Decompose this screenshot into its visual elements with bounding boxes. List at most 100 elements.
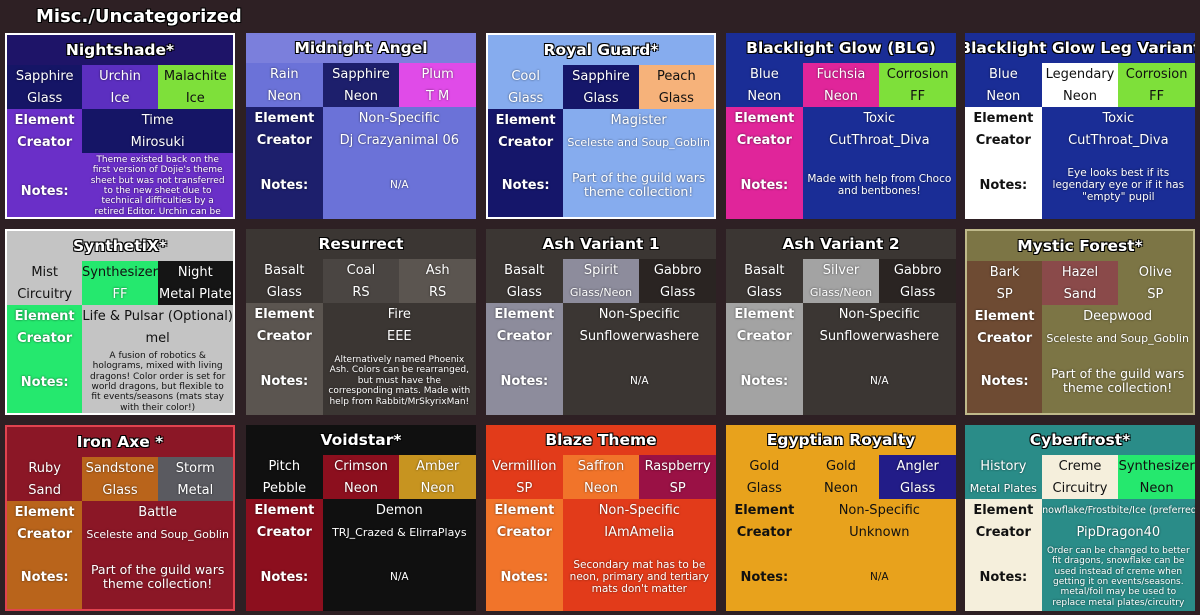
- creator-label: Creator: [246, 521, 323, 543]
- material-swatch: Neon: [726, 85, 803, 107]
- color-row: Glass RS RS: [246, 281, 476, 303]
- color-swatch: Gabbro: [879, 259, 956, 281]
- notes-row: Notes: Part of the guild wars theme colle…: [488, 153, 714, 217]
- color-row: SP Neon SP: [486, 477, 716, 499]
- theme-card-synthetix: SynthetiX* Mist Synthesizer Night Circuitry F…: [5, 229, 235, 415]
- creator-label: Creator: [726, 521, 803, 543]
- creator-label: Creator: [7, 131, 83, 153]
- creator-value: CutThroat_Diva: [1041, 129, 1195, 151]
- creator-row: Creator CutThroat_Diva: [726, 129, 956, 151]
- material-swatch: SP: [1117, 283, 1193, 305]
- material-swatch: Neon: [802, 85, 880, 107]
- color-row: Neon Neon FF: [726, 85, 956, 107]
- notes-row: Notes: N/A: [726, 543, 956, 611]
- notes-text: Part of the guild wars theme collection!: [1042, 349, 1193, 413]
- material-swatch: RS: [399, 281, 476, 303]
- element-value: Time: [82, 109, 233, 131]
- notes-label: Notes:: [246, 347, 323, 415]
- element-row: Element Life & Pulsar (Optional): [7, 305, 233, 327]
- color-swatch: Bark: [967, 261, 1043, 283]
- material-swatch: FF: [879, 85, 956, 107]
- notes-label: Notes:: [7, 349, 83, 413]
- color-row: Pebble Neon Neon: [246, 477, 476, 499]
- element-value: Life & Pulsar (Optional): [82, 305, 233, 327]
- creator-row: Creator Unknown: [726, 521, 956, 543]
- notes-label: Notes:: [486, 347, 563, 415]
- element-row: Element Deepwood: [967, 305, 1193, 327]
- element-value: Toxic: [802, 107, 956, 129]
- element-label: Element: [7, 305, 83, 327]
- color-swatch: Blue: [726, 63, 803, 85]
- color-row: Bark Hazel Olive: [967, 261, 1193, 283]
- creator-value: Mirosuki: [82, 131, 233, 153]
- material-swatch: Glass: [82, 479, 158, 501]
- theme-card-blacklight-glow-leg-variant: Blacklight Glow Leg Variant Blue Legendary…: [965, 33, 1195, 219]
- color-swatch: Crimson: [322, 455, 400, 477]
- element-row: Element Battle: [7, 501, 233, 523]
- creator-row: Creator Sunflowerwashere: [486, 325, 716, 347]
- color-swatch: Storm: [157, 457, 233, 479]
- material-swatch: Glass: [726, 281, 803, 303]
- element-label: Element: [246, 303, 323, 325]
- color-swatch: Cool: [488, 65, 564, 87]
- notes-label: Notes:: [726, 543, 803, 611]
- element-row: Element Non-Specific: [726, 499, 956, 521]
- material-swatch: Metal Plate: [157, 283, 233, 305]
- color-swatch: Raspberry: [639, 455, 716, 477]
- element-value: Non-Specific: [562, 499, 716, 521]
- color-swatch: Basalt: [726, 259, 803, 281]
- notes-label: Notes:: [7, 153, 83, 217]
- color-row: Blue Fuchsia Corrosion: [726, 63, 956, 85]
- color-swatch: Spirit: [562, 259, 640, 281]
- color-swatch: Saffron: [562, 455, 640, 477]
- color-row: Glass Ice Ice: [7, 87, 233, 109]
- creator-value: TRJ_Crazed & ElirraPlays: [322, 521, 476, 543]
- material-swatch: Glass/Neon: [802, 281, 880, 303]
- material-swatch: Neon: [322, 85, 400, 107]
- color-swatch: Vermillion: [486, 455, 563, 477]
- theme-card-voidstar: Voidstar* Pitch Crimson Amber Pebble Neon Neon…: [246, 425, 476, 611]
- element-label: Element: [486, 499, 563, 521]
- creator-value: Unknown: [802, 521, 956, 543]
- material-swatch: Neon: [562, 477, 640, 499]
- color-swatch: Silver: [802, 259, 880, 281]
- material-swatch: Neon: [802, 477, 880, 499]
- notes-text: N/A: [322, 151, 476, 219]
- theme-title: Cyberfrost*: [965, 425, 1195, 455]
- theme-title: Egyptian Royalty: [726, 425, 956, 455]
- color-swatch: Basalt: [246, 259, 323, 281]
- element-label: Element: [726, 303, 803, 325]
- color-swatch: Rain: [246, 63, 323, 85]
- notes-row: Notes: N/A: [486, 347, 716, 415]
- theme-card-blaze-theme: Blaze Theme Vermillion Saffron Raspberry SP N…: [486, 425, 716, 611]
- theme-title: Blacklight Glow Leg Variant: [965, 33, 1195, 63]
- creator-value: PipDragon40: [1041, 521, 1195, 543]
- material-swatch: Metal: [157, 479, 233, 501]
- notes-label: Notes:: [965, 543, 1042, 611]
- color-swatch: Pitch: [246, 455, 323, 477]
- color-swatch: Night: [157, 261, 233, 283]
- color-swatch: Sapphire: [7, 65, 83, 87]
- material-swatch: Sand: [7, 479, 83, 501]
- color-row: Glass Glass/Neon Glass: [486, 281, 716, 303]
- element-row: Element Toxic: [965, 107, 1195, 129]
- creator-row: Creator Dj Crazyanimal 06: [246, 129, 476, 151]
- color-swatch: Sandstone: [82, 457, 158, 479]
- notes-label: Notes:: [726, 151, 803, 219]
- color-swatch: Mist: [7, 261, 83, 283]
- color-row: Glass Glass/Neon Glass: [726, 281, 956, 303]
- color-swatch: Corrosion: [879, 63, 956, 85]
- theme-card-royal-guard: Royal Guard* Cool Sapphire Peach Glass Glass G…: [486, 33, 716, 219]
- notes-row: Notes: Made with help from Choco and bent…: [726, 151, 956, 219]
- creator-row: Creator IAmAmelia: [486, 521, 716, 543]
- notes-label: Notes:: [7, 545, 83, 609]
- notes-row: Notes: Alternatively named Phoenix Ash. C…: [246, 347, 476, 415]
- creator-row: Creator CutThroat_Diva: [965, 129, 1195, 151]
- creator-row: Creator EEE: [246, 325, 476, 347]
- notes-row: Notes: Secondary mat has to be neon, prim…: [486, 543, 716, 611]
- color-swatch: Sapphire: [563, 65, 639, 87]
- color-row: Neon Neon FF: [965, 85, 1195, 107]
- material-swatch: Ice: [82, 87, 158, 109]
- notes-text: Made with help from Choco and bentbones!: [802, 151, 956, 219]
- theme-title: Nightshade*: [7, 35, 233, 65]
